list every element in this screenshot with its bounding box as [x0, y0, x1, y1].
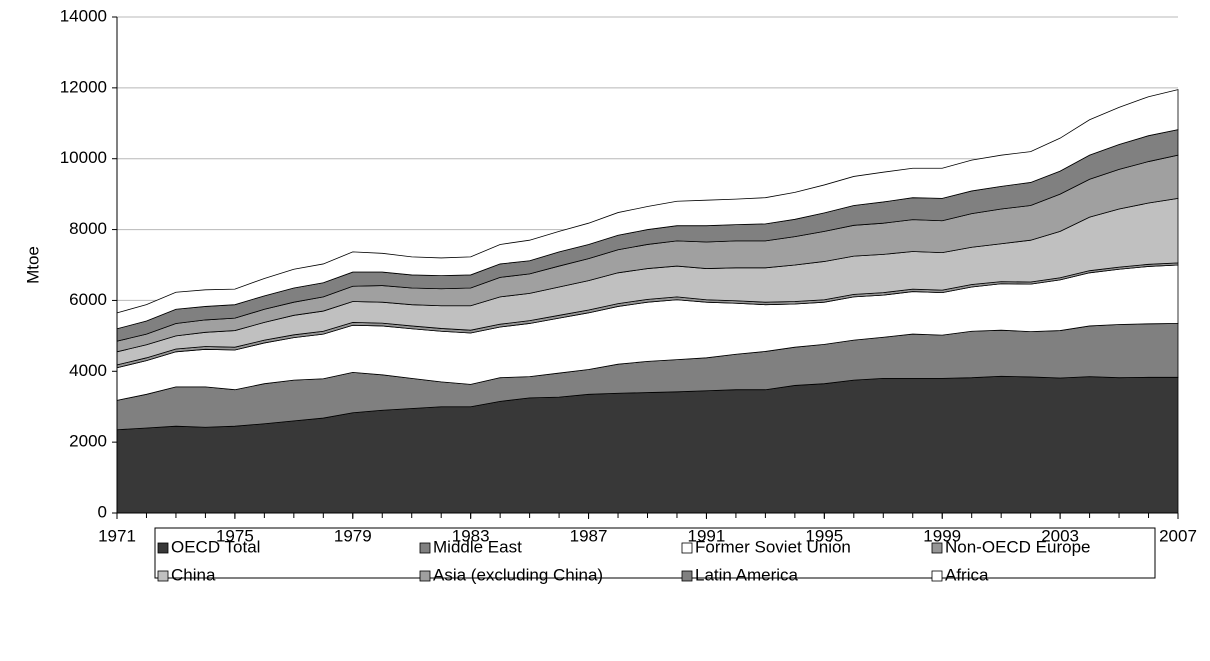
- legend-label: Asia (excluding China): [433, 565, 603, 584]
- legend-swatch: [157, 542, 169, 554]
- y-axis-label: Mtoe: [23, 246, 42, 284]
- y-tick-label: 2000: [69, 432, 107, 451]
- legend-swatch: [157, 570, 169, 582]
- x-tick-label: 1983: [452, 526, 490, 545]
- y-tick-label: 12000: [60, 77, 107, 96]
- legend-swatch: [931, 570, 943, 582]
- legend-label: Non-OECD Europe: [945, 537, 1091, 556]
- y-tick-label: 6000: [69, 290, 107, 309]
- x-tick-label: 1971: [98, 526, 136, 545]
- legend-label: Latin America: [695, 565, 799, 584]
- x-tick-label: 2003: [1041, 526, 1079, 545]
- x-tick-label: 1975: [216, 526, 254, 545]
- y-tick-label: 4000: [69, 361, 107, 380]
- legend-swatch: [681, 542, 693, 554]
- x-tick-label: 1987: [570, 526, 608, 545]
- x-tick-label: 2007: [1159, 526, 1197, 545]
- legend-label: China: [171, 565, 216, 584]
- x-tick-label: 1991: [688, 526, 726, 545]
- legend-swatch: [419, 570, 431, 582]
- x-tick-label: 1979: [334, 526, 372, 545]
- y-tick-label: 0: [98, 502, 107, 521]
- legend-label: Africa: [945, 565, 989, 584]
- area: [116, 89, 1179, 330]
- legend-label: Former Soviet Union: [695, 537, 851, 556]
- legend-label: OECD Total: [171, 537, 260, 556]
- y-tick-label: 10000: [60, 148, 107, 167]
- legend-swatch: [419, 542, 431, 554]
- x-tick-label: 1995: [805, 526, 843, 545]
- x-tick-label: 1999: [923, 526, 961, 545]
- legend-box: [154, 527, 1156, 579]
- legend-swatch: [931, 542, 943, 554]
- y-tick-label: 14000: [60, 6, 107, 25]
- legend-swatch: [681, 570, 693, 582]
- legend-label: Middle East: [433, 537, 522, 556]
- y-tick-label: 8000: [69, 219, 107, 238]
